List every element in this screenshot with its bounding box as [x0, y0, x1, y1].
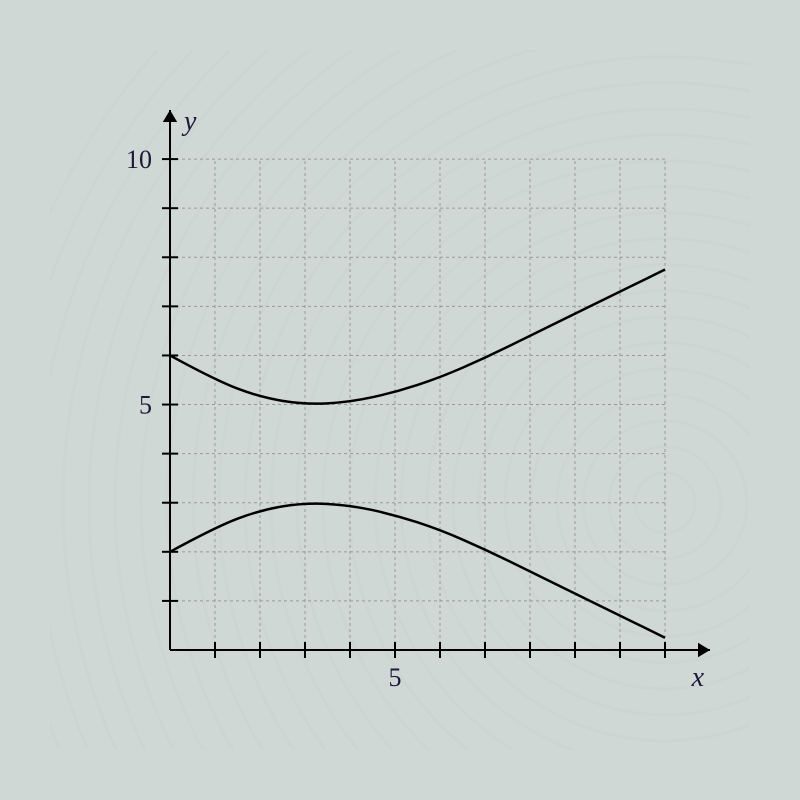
y-axis-label: y	[181, 106, 197, 137]
x-tick-label: 5	[389, 663, 402, 692]
interference-arcs	[50, 50, 750, 750]
xy-chart: 5 5 10 y x	[50, 50, 750, 750]
x-axis-arrow	[698, 643, 710, 657]
grid	[170, 159, 665, 650]
chart-container: 5 5 10 y x	[50, 50, 750, 750]
y-tick-label: 5	[139, 391, 152, 420]
x-axis-label: x	[691, 662, 705, 693]
y-tick-label: 10	[126, 145, 152, 174]
